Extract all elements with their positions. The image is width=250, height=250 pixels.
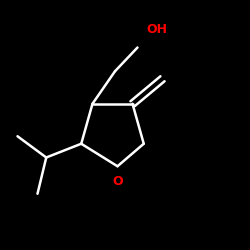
Text: O: O [112,175,123,188]
Text: OH: OH [146,23,167,36]
